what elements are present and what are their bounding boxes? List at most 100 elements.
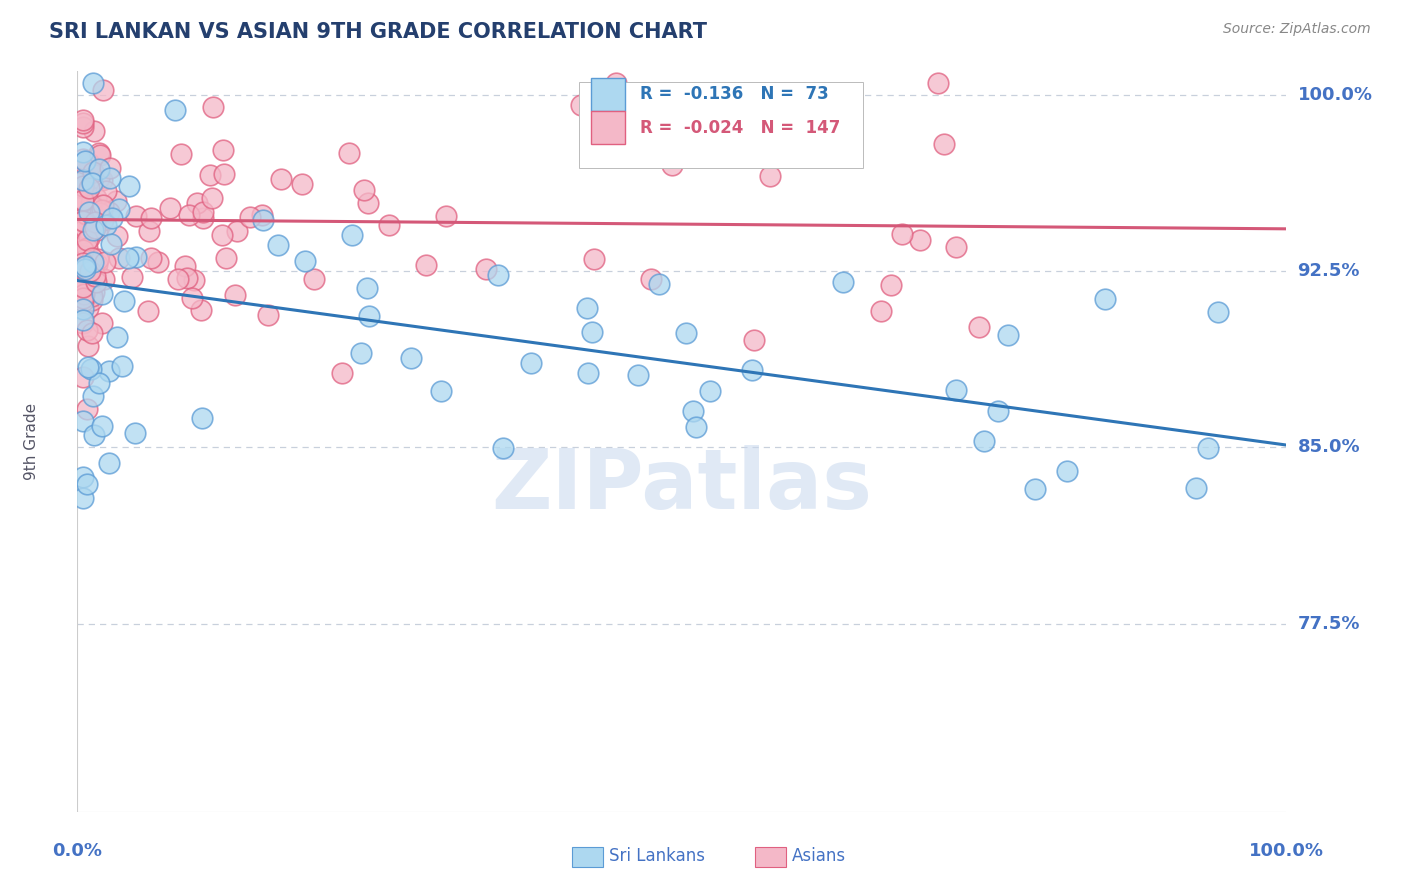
Point — [250, 208, 273, 222]
Text: ZIPatlas: ZIPatlas — [492, 445, 872, 526]
Point — [80, 176, 103, 190]
Point — [945, 383, 967, 397]
Point — [72, 193, 94, 207]
Point — [1056, 464, 1078, 478]
Point — [73, 262, 96, 277]
Point — [80, 196, 103, 211]
Point — [82, 255, 104, 269]
Point — [186, 196, 208, 211]
Point — [870, 304, 893, 318]
Point — [107, 251, 129, 265]
Point — [82, 289, 104, 303]
Point — [169, 147, 191, 161]
Text: 77.5%: 77.5% — [1298, 615, 1360, 632]
Point — [72, 260, 94, 275]
Point — [934, 136, 956, 151]
Point — [181, 291, 204, 305]
Point — [72, 179, 94, 194]
Point — [139, 211, 162, 226]
Point — [340, 227, 363, 242]
Point — [353, 183, 375, 197]
Point — [967, 320, 990, 334]
Point — [76, 241, 98, 255]
Point — [571, 97, 593, 112]
Point — [98, 204, 121, 219]
Point — [91, 198, 114, 212]
Point — [211, 228, 233, 243]
Point — [89, 146, 111, 161]
Point — [987, 404, 1010, 418]
Point — [91, 212, 114, 227]
Point — [212, 167, 235, 181]
Point — [89, 148, 111, 162]
Point — [173, 260, 195, 274]
Point — [430, 384, 453, 398]
Point — [257, 309, 280, 323]
Point — [973, 434, 995, 448]
Point — [112, 293, 135, 308]
Point — [90, 286, 112, 301]
Point — [76, 323, 98, 337]
Point — [486, 268, 509, 282]
Point — [77, 204, 100, 219]
Point — [76, 339, 98, 353]
Point — [72, 286, 94, 301]
Point — [72, 222, 94, 236]
Point — [87, 376, 110, 390]
Point — [73, 174, 96, 188]
Point — [82, 251, 104, 265]
Point — [89, 205, 111, 219]
Point — [201, 100, 224, 114]
Point — [927, 76, 949, 90]
Point — [72, 214, 94, 228]
Point — [79, 200, 101, 214]
Text: 85.0%: 85.0% — [1298, 438, 1360, 457]
Point — [267, 238, 290, 252]
Point — [73, 252, 96, 267]
Point — [1024, 482, 1046, 496]
Point — [98, 170, 121, 185]
Point — [1208, 305, 1230, 319]
Point — [86, 223, 108, 237]
Text: 100.0%: 100.0% — [1298, 86, 1372, 103]
Point — [125, 209, 148, 223]
Point — [741, 363, 763, 377]
FancyBboxPatch shape — [592, 78, 626, 111]
Point — [100, 237, 122, 252]
Point — [104, 194, 127, 208]
Point — [357, 309, 380, 323]
Text: 92.5%: 92.5% — [1298, 262, 1360, 280]
Point — [76, 233, 98, 247]
Point — [136, 304, 159, 318]
Point — [72, 256, 94, 270]
Point — [72, 316, 94, 330]
Point — [183, 273, 205, 287]
Point — [139, 251, 162, 265]
Point — [83, 428, 105, 442]
Point — [80, 293, 103, 308]
Point — [415, 259, 437, 273]
Point — [73, 231, 96, 245]
FancyBboxPatch shape — [592, 112, 626, 144]
Point — [91, 316, 114, 330]
Point — [79, 260, 101, 275]
Text: 0.0%: 0.0% — [52, 842, 103, 860]
Point — [605, 76, 627, 90]
Point — [72, 370, 94, 384]
Point — [75, 242, 97, 256]
Point — [84, 276, 107, 290]
Point — [357, 195, 380, 210]
Point — [111, 359, 134, 373]
Point — [82, 164, 104, 178]
Point — [165, 103, 187, 117]
Point — [661, 158, 683, 172]
Point — [82, 164, 104, 178]
Point — [87, 161, 110, 176]
Text: Asians: Asians — [792, 847, 845, 865]
Point — [98, 161, 121, 175]
Point — [1094, 293, 1116, 307]
Point — [72, 312, 94, 326]
Point — [224, 288, 246, 302]
Point — [356, 281, 378, 295]
Point — [475, 262, 498, 277]
